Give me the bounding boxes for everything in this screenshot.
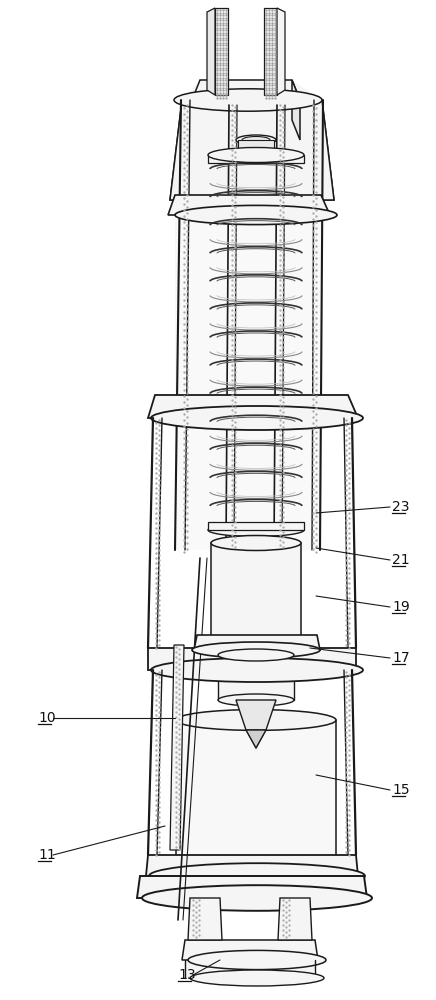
Polygon shape xyxy=(238,140,274,152)
Ellipse shape xyxy=(208,524,304,536)
Ellipse shape xyxy=(211,536,301,550)
Polygon shape xyxy=(176,720,336,855)
Text: 11: 11 xyxy=(38,848,56,862)
Polygon shape xyxy=(170,645,184,850)
Polygon shape xyxy=(188,898,222,940)
Polygon shape xyxy=(218,655,294,700)
Ellipse shape xyxy=(242,136,270,143)
Polygon shape xyxy=(208,155,304,163)
Polygon shape xyxy=(208,522,304,530)
Polygon shape xyxy=(148,648,356,670)
Polygon shape xyxy=(278,898,312,940)
Ellipse shape xyxy=(208,147,304,162)
Polygon shape xyxy=(182,80,322,100)
Polygon shape xyxy=(236,700,276,730)
Polygon shape xyxy=(277,8,285,95)
Polygon shape xyxy=(137,876,367,898)
Text: 23: 23 xyxy=(392,500,409,514)
Text: 17: 17 xyxy=(392,651,410,665)
Text: 19: 19 xyxy=(392,600,410,614)
Ellipse shape xyxy=(149,863,365,889)
Ellipse shape xyxy=(175,205,337,225)
Polygon shape xyxy=(185,960,315,978)
Ellipse shape xyxy=(188,950,326,970)
Polygon shape xyxy=(194,635,320,650)
Polygon shape xyxy=(211,543,301,640)
Polygon shape xyxy=(192,80,300,100)
Ellipse shape xyxy=(218,694,294,706)
Polygon shape xyxy=(182,940,318,960)
Polygon shape xyxy=(170,100,334,200)
Ellipse shape xyxy=(176,710,336,730)
Ellipse shape xyxy=(218,649,294,661)
Polygon shape xyxy=(300,100,334,200)
Polygon shape xyxy=(246,730,266,748)
Text: 21: 21 xyxy=(392,553,410,567)
Ellipse shape xyxy=(151,658,363,682)
Text: 13: 13 xyxy=(178,968,196,982)
Polygon shape xyxy=(207,8,215,95)
Ellipse shape xyxy=(192,642,320,658)
Ellipse shape xyxy=(151,406,363,430)
Polygon shape xyxy=(215,8,228,95)
Ellipse shape xyxy=(190,970,324,986)
Ellipse shape xyxy=(142,885,372,911)
Polygon shape xyxy=(170,100,192,200)
Text: 15: 15 xyxy=(392,783,410,797)
Polygon shape xyxy=(264,8,277,95)
Polygon shape xyxy=(146,855,358,876)
Text: 10: 10 xyxy=(38,711,56,725)
Ellipse shape xyxy=(174,89,322,111)
Polygon shape xyxy=(175,215,321,550)
Polygon shape xyxy=(148,395,358,418)
Polygon shape xyxy=(292,80,300,140)
Polygon shape xyxy=(168,195,330,215)
Ellipse shape xyxy=(236,135,276,145)
